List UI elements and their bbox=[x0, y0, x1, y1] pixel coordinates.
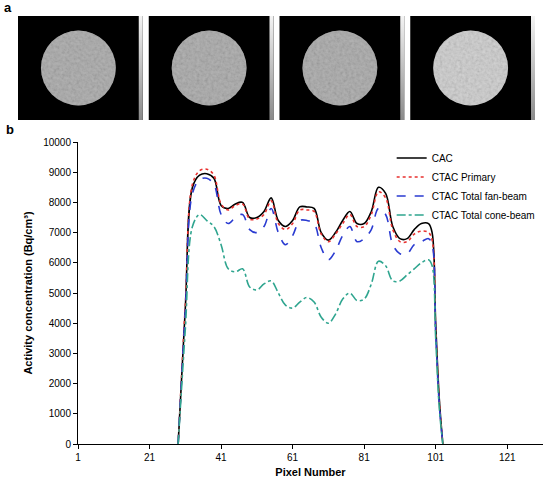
svg-text:61: 61 bbox=[287, 452, 299, 463]
svg-text:7000: 7000 bbox=[49, 227, 72, 238]
svg-text:CTAC Primary: CTAC Primary bbox=[432, 172, 496, 183]
svg-text:1000: 1000 bbox=[49, 408, 72, 419]
svg-text:6000: 6000 bbox=[49, 257, 72, 268]
svg-text:10000: 10000 bbox=[43, 137, 71, 148]
svg-text:9000: 9000 bbox=[49, 167, 72, 178]
svg-text:81: 81 bbox=[359, 452, 371, 463]
svg-text:5000: 5000 bbox=[49, 288, 72, 299]
html-text:b: b bbox=[6, 122, 14, 137]
svg-text:0: 0 bbox=[65, 439, 71, 450]
svg-text:2000: 2000 bbox=[49, 378, 72, 389]
svg-text:41: 41 bbox=[216, 452, 228, 463]
svg-text:101: 101 bbox=[427, 452, 444, 463]
svg-text:121: 121 bbox=[499, 452, 516, 463]
svg-text:8000: 8000 bbox=[49, 197, 72, 208]
svg-text:3000: 3000 bbox=[49, 348, 72, 359]
svg-text:Activity concentration (Bq/cm³: Activity concentration (Bq/cm³) bbox=[22, 211, 34, 375]
svg-text:21: 21 bbox=[144, 452, 156, 463]
svg-text:4000: 4000 bbox=[49, 318, 72, 329]
html-text:a: a bbox=[4, 0, 12, 15]
svg-text:CAC: CAC bbox=[432, 153, 453, 164]
svg-text:1: 1 bbox=[75, 452, 81, 463]
svg-text:Pixel Number: Pixel Number bbox=[275, 466, 346, 478]
svg-text:CTAC Total cone-beam: CTAC Total cone-beam bbox=[432, 210, 535, 221]
svg-text:CTAC Total fan-beam: CTAC Total fan-beam bbox=[432, 191, 527, 202]
